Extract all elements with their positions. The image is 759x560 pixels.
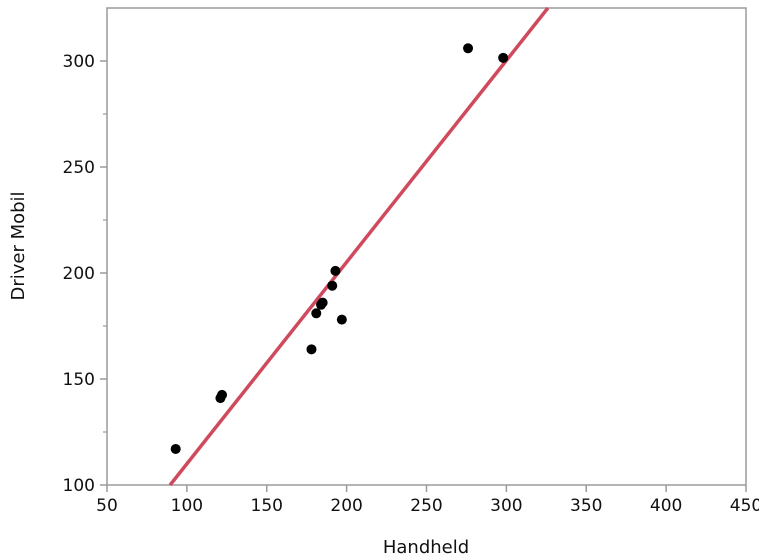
y-tick-label: 100	[63, 476, 95, 496]
y-tick-label: 300	[63, 52, 95, 72]
x-tick-label: 50	[96, 496, 118, 516]
x-tick-label: 100	[171, 496, 203, 516]
data-point	[498, 52, 509, 63]
data-point	[306, 344, 317, 355]
y-tick-label: 250	[63, 158, 95, 178]
y-tick-label: 150	[63, 370, 95, 390]
y-tick-label: 200	[63, 264, 95, 284]
data-point	[217, 389, 228, 400]
x-tick-label: 200	[330, 496, 362, 516]
data-point	[330, 265, 341, 276]
data-point	[336, 314, 347, 325]
x-tick-label: 300	[490, 496, 522, 516]
data-point	[170, 443, 181, 454]
x-tick-label: 250	[410, 496, 442, 516]
data-point	[463, 43, 474, 54]
x-axis: 50 100 150 200 250 300 350 400 450	[96, 485, 759, 516]
y-axis-title: Driver Mobil	[8, 191, 29, 300]
plot-frame	[106, 7, 747, 486]
regression-line	[168, 6, 550, 487]
x-tick-label: 400	[650, 496, 682, 516]
x-tick-label: 350	[570, 496, 602, 516]
x-tick-label: 450	[730, 496, 759, 516]
data-points	[170, 43, 509, 454]
data-point	[311, 308, 322, 319]
y-axis: 100 150 200 250 300	[63, 52, 107, 496]
x-tick-label: 150	[251, 496, 283, 516]
data-point	[327, 280, 338, 291]
x-axis-title: Handheld	[383, 537, 469, 558]
data-point	[317, 297, 328, 308]
